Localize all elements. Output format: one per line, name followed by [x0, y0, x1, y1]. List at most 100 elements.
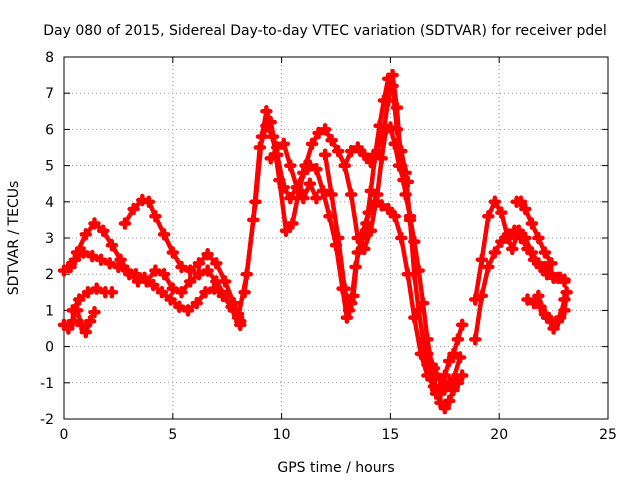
data-point	[375, 199, 388, 212]
data-point	[532, 289, 545, 303]
data-point	[342, 304, 356, 317]
data-point	[427, 362, 441, 375]
data-point	[166, 282, 180, 295]
data-point	[118, 217, 132, 230]
data-point	[207, 282, 221, 295]
data-point	[344, 188, 358, 201]
data-point	[201, 248, 214, 261]
data-point	[129, 267, 143, 281]
data-point	[390, 101, 404, 114]
data-point	[482, 260, 495, 274]
data-point	[114, 253, 127, 266]
series-arc-05	[57, 304, 101, 339]
data-point	[201, 264, 214, 277]
data-point	[164, 293, 177, 306]
data-point	[355, 231, 369, 245]
y-tick-label: 0	[45, 340, 54, 356]
x-tick-label: 10	[273, 427, 291, 443]
data-point	[521, 293, 534, 306]
data-point	[338, 282, 351, 295]
data-point	[412, 264, 425, 277]
data-point	[66, 315, 79, 328]
data-point	[525, 246, 539, 259]
data-point	[388, 210, 402, 223]
data-point	[297, 191, 310, 205]
data-point	[323, 210, 336, 223]
data-point	[234, 318, 247, 332]
data-point	[403, 210, 417, 223]
data-point	[447, 383, 460, 397]
data-point	[331, 144, 345, 158]
data-point	[325, 134, 338, 147]
data-point	[149, 264, 162, 277]
data-point	[277, 137, 291, 151]
data-point	[364, 184, 378, 198]
data-point	[412, 304, 425, 317]
data-point	[218, 275, 232, 288]
data-point	[469, 333, 482, 346]
data-point	[279, 224, 293, 238]
y-tick-label: 2	[45, 267, 54, 283]
data-point	[421, 347, 434, 361]
data-point	[514, 195, 528, 209]
data-point	[120, 264, 134, 277]
data-point	[501, 231, 515, 245]
data-point	[284, 159, 297, 172]
data-point	[532, 257, 545, 270]
data-point	[519, 231, 532, 245]
data-point	[149, 210, 162, 223]
data-point	[70, 304, 84, 317]
data-point	[395, 159, 408, 172]
data-point	[442, 394, 456, 408]
data-point	[331, 231, 345, 245]
series-arc-08	[264, 137, 323, 205]
data-point	[469, 293, 482, 306]
series-arc-03	[118, 193, 247, 332]
data-point	[377, 123, 391, 136]
data-point	[183, 264, 197, 277]
data-point	[190, 296, 203, 310]
data-point	[88, 305, 101, 319]
data-point	[434, 372, 447, 386]
y-tick-label: 8	[45, 50, 54, 66]
data-point	[303, 177, 317, 190]
data-point	[408, 235, 421, 248]
data-point	[360, 217, 373, 230]
data-point	[253, 141, 267, 154]
data-point	[453, 351, 467, 364]
y-tick-label: 1	[45, 303, 54, 319]
y-tick-label: 4	[45, 195, 54, 211]
y-tick-label: 6	[45, 122, 54, 138]
series-group	[57, 68, 573, 415]
series-arc-11	[421, 347, 467, 393]
data-point	[260, 119, 273, 133]
data-point	[399, 188, 412, 201]
data-point	[216, 289, 230, 303]
data-point	[94, 253, 108, 266]
data-point	[527, 296, 541, 310]
data-point	[475, 253, 489, 266]
data-point	[560, 286, 573, 299]
y-tick-label: -1	[40, 376, 54, 392]
data-point	[181, 304, 195, 317]
data-point	[558, 304, 571, 317]
x-axis-label: GPS time / hours	[277, 460, 394, 476]
data-point	[183, 275, 197, 288]
data-point	[421, 333, 434, 346]
data-point	[284, 191, 297, 205]
data-point	[340, 311, 354, 324]
data-point	[551, 271, 565, 285]
series-arc-14	[510, 195, 558, 270]
data-point	[286, 217, 299, 230]
data-point	[310, 162, 323, 176]
data-point	[381, 94, 395, 107]
data-point	[351, 141, 365, 154]
data-point	[347, 289, 360, 303]
data-point	[440, 380, 454, 393]
data-point	[231, 311, 245, 324]
data-point	[438, 401, 452, 415]
y-tick-label: 5	[45, 159, 54, 175]
data-point	[488, 246, 502, 259]
data-point	[138, 271, 151, 285]
